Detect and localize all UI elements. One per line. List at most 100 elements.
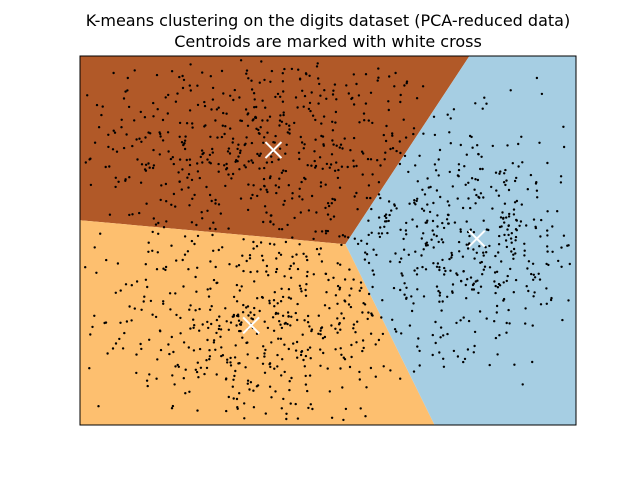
data-point xyxy=(238,329,241,333)
data-point xyxy=(384,139,388,143)
data-point xyxy=(287,288,291,291)
data-point xyxy=(145,202,148,205)
data-point xyxy=(282,169,285,172)
data-point xyxy=(343,278,347,281)
data-point xyxy=(348,268,351,271)
data-point xyxy=(272,223,275,226)
data-point xyxy=(289,297,293,300)
data-point xyxy=(504,168,507,172)
data-point xyxy=(469,228,472,231)
data-point xyxy=(146,384,149,388)
data-point xyxy=(241,311,245,314)
data-point xyxy=(379,226,382,229)
data-point xyxy=(285,122,288,126)
data-point xyxy=(284,152,287,155)
data-point xyxy=(451,283,455,286)
data-point xyxy=(320,230,324,233)
data-point xyxy=(158,153,161,156)
data-point xyxy=(377,67,380,70)
data-point xyxy=(405,296,408,299)
data-point xyxy=(224,125,227,128)
data-point xyxy=(285,417,288,421)
data-point xyxy=(395,330,398,333)
data-point xyxy=(504,239,508,242)
data-point xyxy=(557,259,560,263)
data-point xyxy=(248,388,251,391)
data-point xyxy=(442,357,445,360)
data-point xyxy=(508,212,511,216)
data-point xyxy=(304,383,308,386)
data-point xyxy=(255,105,258,109)
data-point xyxy=(361,173,364,176)
data-point xyxy=(215,318,219,322)
data-point xyxy=(481,167,484,171)
data-point xyxy=(465,297,468,300)
data-point xyxy=(446,295,449,298)
data-point xyxy=(124,90,127,93)
data-point xyxy=(546,229,549,232)
data-point xyxy=(319,333,322,336)
data-point xyxy=(319,94,322,97)
data-point xyxy=(550,296,553,300)
data-point xyxy=(182,285,185,288)
data-point xyxy=(416,345,419,348)
data-point xyxy=(324,232,328,235)
data-point xyxy=(108,213,112,216)
data-point xyxy=(323,335,327,339)
data-point xyxy=(531,360,534,364)
data-point xyxy=(253,106,256,109)
data-point xyxy=(475,251,478,254)
data-point xyxy=(322,144,325,147)
data-point xyxy=(214,198,217,202)
data-point xyxy=(303,319,306,322)
data-point xyxy=(264,348,267,352)
cluster-region-1 xyxy=(80,220,435,425)
data-point xyxy=(420,237,423,240)
data-point xyxy=(229,364,233,367)
data-point xyxy=(246,208,250,212)
data-point xyxy=(188,204,191,207)
data-point xyxy=(206,338,209,342)
data-point xyxy=(410,295,413,298)
data-point xyxy=(280,374,283,377)
data-point xyxy=(225,320,228,323)
data-point xyxy=(299,353,303,357)
data-point xyxy=(256,297,259,300)
data-point xyxy=(314,118,317,122)
data-point xyxy=(260,60,263,63)
data-point xyxy=(120,118,123,122)
data-point xyxy=(513,363,516,366)
data-point xyxy=(149,299,153,303)
data-point xyxy=(333,83,337,86)
data-point xyxy=(188,158,192,161)
data-point xyxy=(291,197,294,200)
data-point xyxy=(305,73,308,76)
data-point xyxy=(173,383,176,386)
data-point xyxy=(473,330,477,334)
data-point xyxy=(97,405,100,408)
data-point xyxy=(270,341,273,344)
data-point xyxy=(281,295,285,299)
data-point xyxy=(280,228,284,231)
data-point xyxy=(298,78,302,81)
data-point xyxy=(261,362,265,365)
data-point xyxy=(181,168,184,171)
data-point xyxy=(252,184,255,187)
data-point xyxy=(235,397,239,401)
data-point xyxy=(261,259,265,262)
data-point xyxy=(432,201,435,205)
data-point xyxy=(247,314,250,317)
data-point xyxy=(238,168,241,171)
data-point xyxy=(456,197,459,200)
data-point xyxy=(448,131,451,134)
data-point xyxy=(540,218,543,222)
data-point xyxy=(209,308,212,311)
data-point xyxy=(301,198,304,201)
data-point xyxy=(355,341,358,344)
data-point xyxy=(114,342,118,345)
data-point xyxy=(517,165,520,168)
data-point xyxy=(148,373,151,376)
data-point xyxy=(326,229,330,233)
data-point xyxy=(270,160,274,164)
data-point xyxy=(434,169,438,172)
